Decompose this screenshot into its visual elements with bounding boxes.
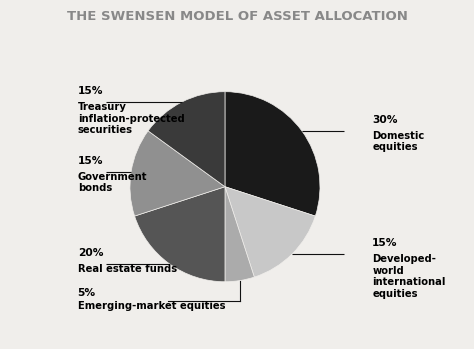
Text: THE SWENSEN MODEL OF ASSET ALLOCATION: THE SWENSEN MODEL OF ASSET ALLOCATION xyxy=(66,10,408,23)
Text: Government
bonds: Government bonds xyxy=(78,172,147,193)
Wedge shape xyxy=(225,92,320,216)
Text: Domestic
equities: Domestic equities xyxy=(372,131,425,153)
Wedge shape xyxy=(135,187,225,282)
Text: 15%: 15% xyxy=(372,238,398,248)
Text: 30%: 30% xyxy=(372,115,398,125)
Text: 15%: 15% xyxy=(78,86,103,96)
Wedge shape xyxy=(225,187,315,277)
Text: 5%: 5% xyxy=(78,288,96,298)
Wedge shape xyxy=(148,92,225,187)
Wedge shape xyxy=(225,187,255,282)
Text: Emerging-market equities: Emerging-market equities xyxy=(78,302,225,311)
Text: Developed-
world
international
equities: Developed- world international equities xyxy=(372,254,446,299)
Text: 15%: 15% xyxy=(78,156,103,166)
Text: Treasury
inflation-protected
securities: Treasury inflation-protected securities xyxy=(78,102,184,135)
Text: 20%: 20% xyxy=(78,248,103,258)
Text: Real estate funds: Real estate funds xyxy=(78,263,177,274)
Wedge shape xyxy=(130,131,225,216)
